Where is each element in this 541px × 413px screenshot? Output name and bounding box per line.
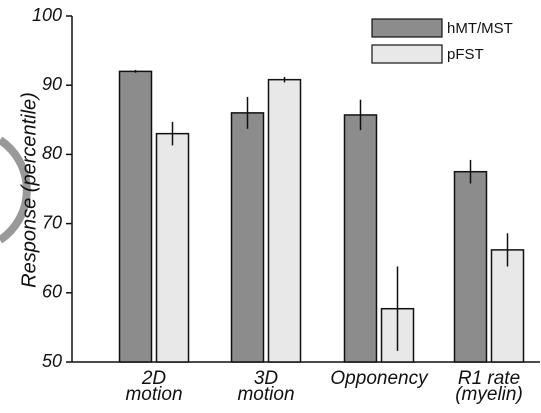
bar [345, 115, 377, 362]
x-tick-label-line: motion [237, 384, 294, 405]
y-tick-label: 90 [42, 74, 62, 94]
y-tick-label: 80 [42, 143, 62, 163]
x-tick-label-line: Opponency [330, 368, 429, 389]
chart: Response (percentile) 50 60 70 80 90 100 hMT/M… [0, 0, 541, 413]
x-tick-label: R1 rate(myelin) [455, 368, 523, 405]
x-tick-label: Opponency [330, 368, 429, 389]
bar [269, 80, 301, 362]
legend-label: pFST [447, 46, 484, 63]
legend-swatch [372, 19, 442, 37]
legend-swatch [372, 45, 442, 63]
bar [455, 172, 487, 362]
x-tick-label-line: (myelin) [455, 384, 523, 405]
x-tick-label-line: motion [125, 384, 182, 405]
bar [157, 134, 189, 362]
bar [120, 71, 152, 362]
y-tick-label: 100 [32, 5, 62, 25]
bar [492, 250, 524, 362]
y-tick-label: 60 [42, 282, 62, 302]
bar [232, 113, 264, 362]
page: Response (percentile) 50 60 70 80 90 100 hMT/M… [0, 0, 541, 413]
y-tick-label: 70 [42, 212, 62, 232]
y-axis-label: Response (percentile) [18, 92, 40, 288]
legend-label: hMT/MST [447, 20, 513, 37]
y-tick-label: 50 [42, 351, 62, 371]
